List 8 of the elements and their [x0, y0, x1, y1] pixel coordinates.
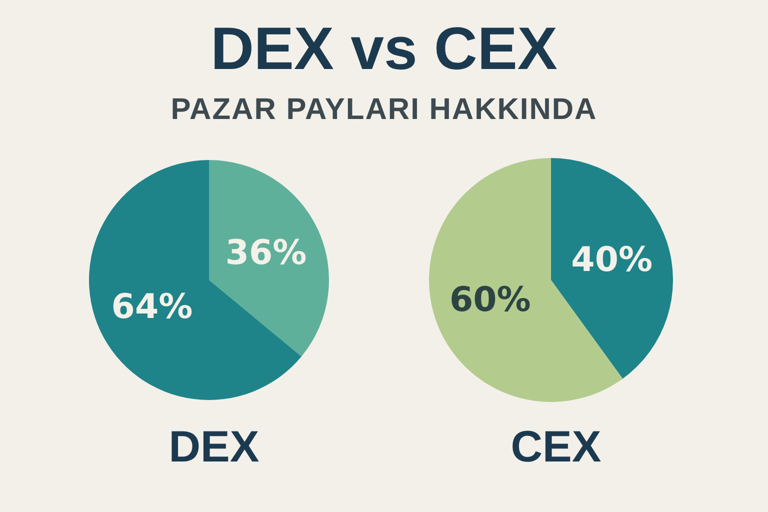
data-label: 36% [225, 233, 307, 274]
data-label: 60% [449, 280, 531, 320]
text: CEX [510, 422, 602, 472]
chart-subtitle: PAZAR PAYLARI HAKKINDA [170, 92, 598, 128]
text: DEX [168, 422, 260, 472]
chart-title: DEX vs CEX [210, 14, 558, 84]
data-label: 40% [571, 240, 653, 280]
data-label: 64% [111, 286, 193, 327]
